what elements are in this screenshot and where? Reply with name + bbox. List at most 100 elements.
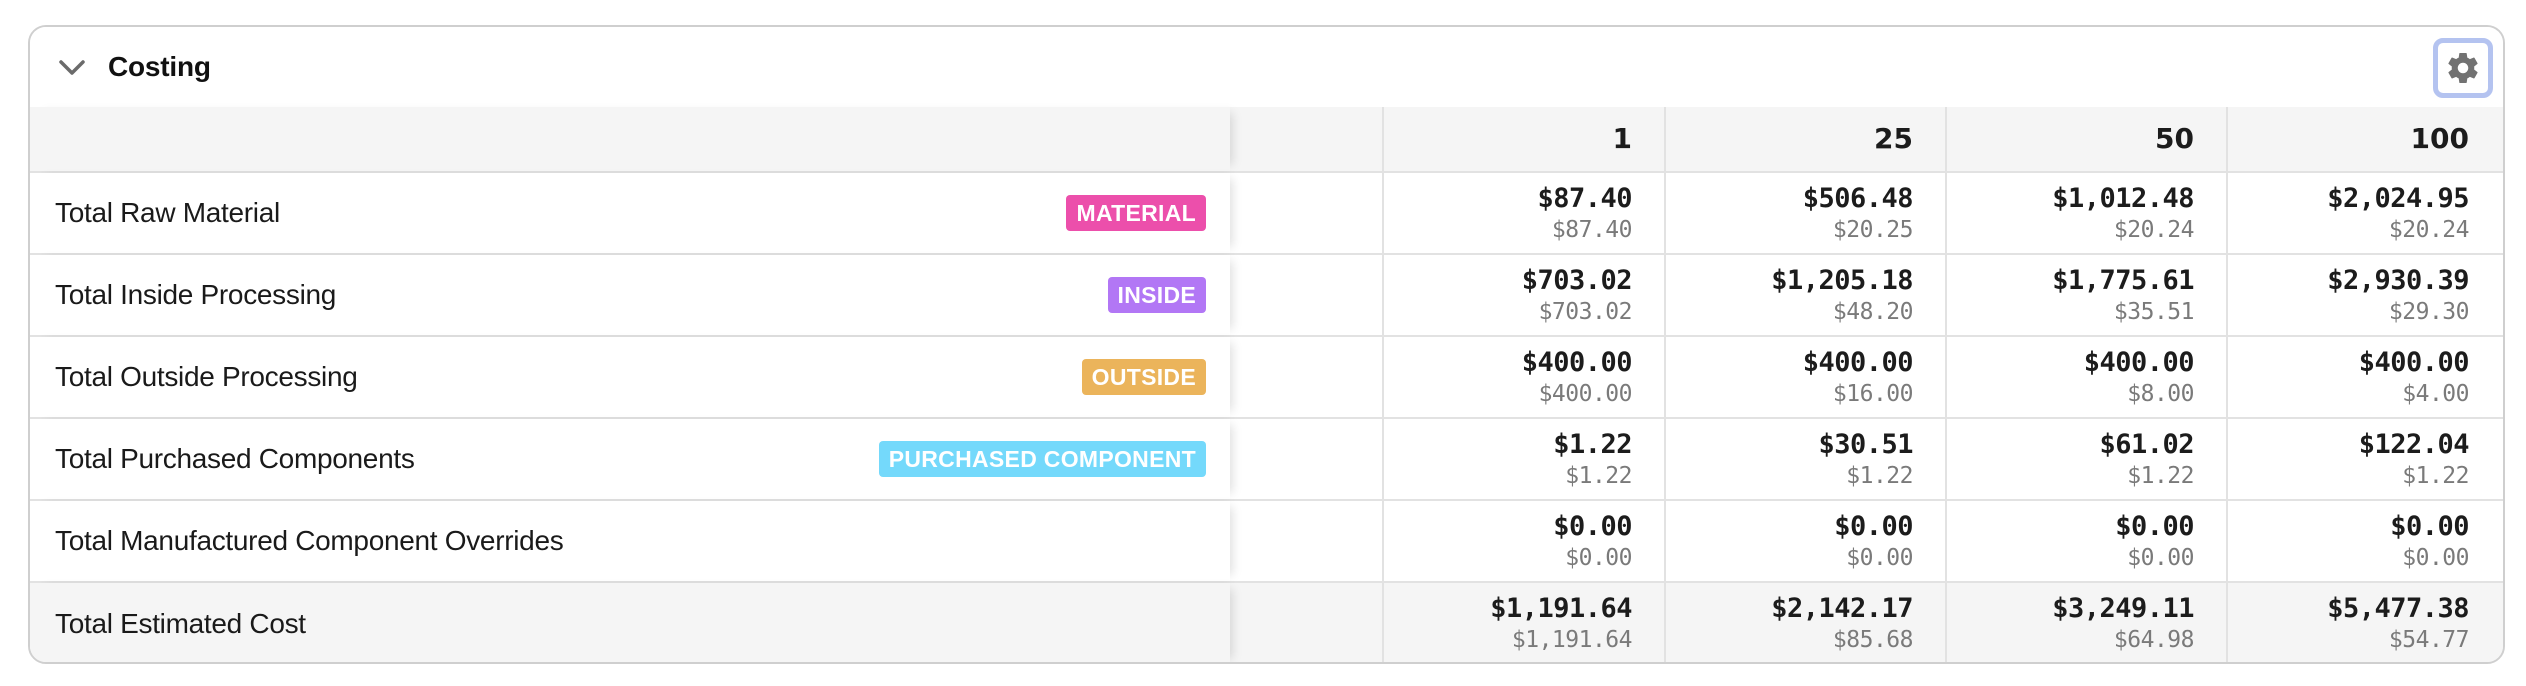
per-unit-value: $20.24	[2388, 217, 2470, 243]
per-unit-value: $54.77	[2388, 627, 2470, 653]
spacer-cell	[1230, 583, 1384, 662]
per-unit-value: $48.20	[1832, 299, 1914, 325]
row-label-cell: Total Raw Material MATERIAL	[30, 173, 1230, 253]
table-row-manufactured-overrides: Total Manufactured Component Overrides $…	[30, 501, 2503, 583]
value-cell: $5,477.38 $54.77	[2228, 583, 2503, 662]
total-value: $1.22	[1553, 429, 1632, 460]
column-header-qty-1: 1	[1384, 107, 1666, 171]
per-unit-value: $0.00	[1846, 545, 1913, 571]
table-row-raw-material: Total Raw Material MATERIAL $87.40 $87.40…	[30, 173, 2503, 255]
table-row-total-estimated-cost: Total Estimated Cost $1,191.64 $1,191.64 …	[30, 583, 2503, 662]
per-unit-value: $1,191.64	[1511, 627, 1633, 653]
row-label: Total Outside Processing	[55, 361, 358, 392]
total-value: $703.02	[1521, 265, 1633, 296]
per-unit-value: $8.00	[2127, 381, 2194, 407]
total-value: $1,205.18	[1771, 265, 1913, 296]
total-value: $0.00	[2390, 511, 2469, 542]
material-badge: MATERIAL	[1066, 195, 1206, 231]
value-cell: $2,142.17 $85.68	[1666, 583, 1947, 662]
total-value: $400.00	[2358, 347, 2470, 378]
value-cell: $506.48 $20.25	[1666, 173, 1947, 253]
table-row-outside-processing: Total Outside Processing OUTSIDE $400.00…	[30, 337, 2503, 419]
per-unit-value: $29.30	[2388, 299, 2470, 325]
table-header-row: 1 25 50 100	[30, 107, 2503, 173]
value-cell: $1.22 $1.22	[1384, 419, 1666, 499]
total-value: $1,191.64	[1490, 593, 1632, 624]
per-unit-value: $35.51	[2113, 299, 2195, 325]
column-header-qty-25: 25	[1666, 107, 1947, 171]
total-value: $1,012.48	[2052, 183, 2194, 214]
per-unit-value: $0.00	[2402, 545, 2469, 571]
total-value: $400.00	[1521, 347, 1633, 378]
row-label: Total Manufactured Component Overrides	[55, 525, 564, 556]
total-value: $87.40	[1537, 183, 1632, 214]
table-row-inside-processing: Total Inside Processing INSIDE $703.02 $7…	[30, 255, 2503, 337]
per-unit-value: $87.40	[1551, 217, 1633, 243]
row-label-cell: Total Outside Processing OUTSIDE	[30, 337, 1230, 417]
per-unit-value: $85.68	[1832, 627, 1914, 653]
value-cell: $400.00 $4.00	[2228, 337, 2503, 417]
per-unit-value: $4.00	[2402, 381, 2469, 407]
spacer-cell	[1230, 501, 1384, 581]
spacer-cell	[1230, 173, 1384, 253]
value-cell: $122.04 $1.22	[2228, 419, 2503, 499]
value-cell: $0.00 $0.00	[2228, 501, 2503, 581]
total-value: $400.00	[2083, 347, 2195, 378]
row-label-cell: Total Inside Processing INSIDE	[30, 255, 1230, 335]
total-value: $5,477.38	[2327, 593, 2469, 624]
per-unit-value: $0.00	[1565, 545, 1632, 571]
gear-icon	[2448, 53, 2478, 83]
value-cell: $30.51 $1.22	[1666, 419, 1947, 499]
value-cell: $0.00 $0.00	[1666, 501, 1947, 581]
per-unit-value: $0.00	[2127, 545, 2194, 571]
column-header-qty-50: 50	[1947, 107, 2228, 171]
panel-header[interactable]: Costing	[30, 27, 2503, 109]
value-cell: $2,024.95 $20.24	[2228, 173, 2503, 253]
total-value: $0.00	[1834, 511, 1913, 542]
value-cell: $1,205.18 $48.20	[1666, 255, 1947, 335]
value-cell: $1,191.64 $1,191.64	[1384, 583, 1666, 662]
spacer-cell	[1230, 337, 1384, 417]
panel-title: Costing	[108, 51, 211, 82]
total-value: $2,930.39	[2327, 265, 2469, 296]
value-cell: $400.00 $16.00	[1666, 337, 1947, 417]
total-value: $30.51	[1818, 429, 1913, 460]
total-value: $1,775.61	[2052, 265, 2194, 296]
value-cell: $400.00 $400.00	[1384, 337, 1666, 417]
per-unit-value: $20.25	[1832, 217, 1914, 243]
total-value: $2,024.95	[2327, 183, 2469, 214]
purchased-component-badge: PURCHASED COMPONENT	[878, 441, 1206, 477]
per-unit-value: $1.22	[2402, 463, 2469, 489]
value-cell: $1,012.48 $20.24	[1947, 173, 2228, 253]
value-cell: $3,249.11 $64.98	[1947, 583, 2228, 662]
row-label: Total Inside Processing	[55, 279, 337, 310]
per-unit-value: $703.02	[1538, 299, 1633, 325]
header-label-cell	[30, 107, 1230, 171]
costing-table: 1 25 50 100 Total Raw Material MATERIAL …	[30, 107, 2503, 662]
column-header-qty-100: 100	[2410, 122, 2469, 155]
row-label: Total Estimated Cost	[55, 608, 306, 639]
per-unit-value: $16.00	[1832, 381, 1914, 407]
total-value: $3,249.11	[2052, 593, 2194, 624]
value-cell: $61.02 $1.22	[1947, 419, 2228, 499]
spacer-cell	[1230, 255, 1384, 335]
total-value: $61.02	[2099, 429, 2194, 460]
value-cell: $703.02 $703.02	[1384, 255, 1666, 335]
value-cell: $1,775.61 $35.51	[1947, 255, 2228, 335]
value-cell: $87.40 $87.40	[1384, 173, 1666, 253]
row-label: Total Purchased Components	[55, 443, 415, 474]
per-unit-value: $1.22	[2127, 463, 2194, 489]
value-cell: $0.00 $0.00	[1947, 501, 2228, 581]
value-cell: $0.00 $0.00	[1384, 501, 1666, 581]
header-spacer-cell	[1230, 107, 1384, 171]
settings-button[interactable]	[2433, 38, 2493, 98]
table-row-purchased-components: Total Purchased Components PURCHASED COM…	[30, 419, 2503, 501]
inside-badge: INSIDE	[1107, 277, 1206, 313]
outside-badge: OUTSIDE	[1081, 359, 1206, 395]
chevron-down-icon[interactable]	[56, 53, 88, 81]
per-unit-value: $1.22	[1565, 463, 1632, 489]
total-value: $0.00	[1553, 511, 1632, 542]
total-value: $506.48	[1802, 183, 1914, 214]
value-cell: $2,930.39 $29.30	[2228, 255, 2503, 335]
costing-panel: Costing 1 25 50 100 Total Raw Material M…	[28, 25, 2505, 664]
